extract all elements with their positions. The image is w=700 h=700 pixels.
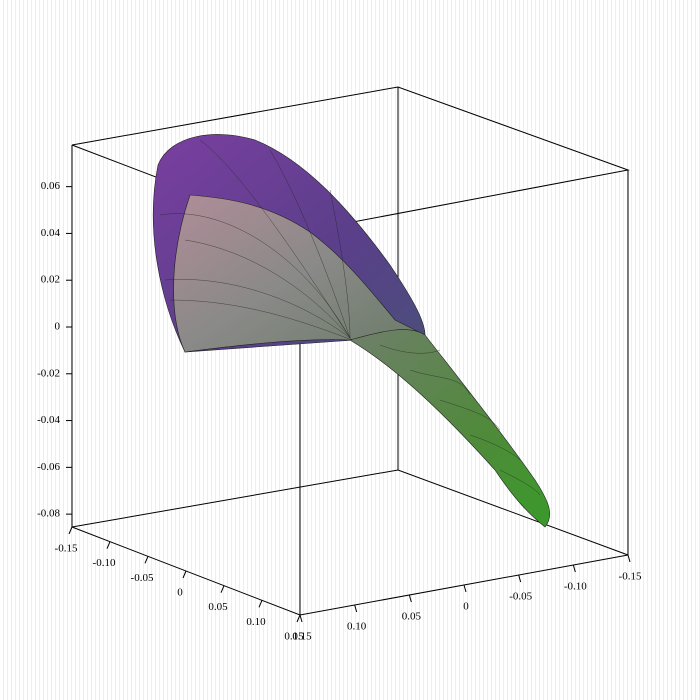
y-tick-label: -0.05 — [509, 591, 532, 603]
z-tick-label: -0.06 — [37, 461, 60, 473]
x-tick — [144, 556, 149, 564]
z-tick-label: -0.02 — [37, 367, 60, 379]
y-tick-label: 0 — [463, 601, 469, 613]
y-tick — [354, 604, 358, 613]
z-tick-label: 0 — [55, 321, 61, 333]
x-tick — [258, 600, 263, 608]
box-edge — [71, 526, 629, 616]
x-tick — [296, 614, 301, 623]
x-tick — [68, 526, 73, 535]
x-tick-label: -0.15 — [55, 543, 78, 555]
x-tick — [106, 541, 111, 549]
x-tick-label: 0.10 — [246, 616, 266, 628]
surface-tail — [349, 329, 550, 528]
y-tick-label: 0.05 — [402, 611, 422, 623]
mesh-line — [159, 139, 351, 339]
z-tick-label: 0.04 — [41, 227, 61, 239]
y-tick — [627, 554, 631, 563]
x-tick-label: -0.10 — [93, 557, 116, 569]
y-tick — [408, 594, 412, 603]
y-tick — [572, 564, 576, 573]
z-tick-label: -0.04 — [37, 414, 60, 426]
y-tick — [518, 574, 522, 583]
mesh-line — [169, 239, 541, 496]
x-tick — [220, 585, 225, 593]
y-tick-label: -0.15 — [619, 571, 642, 583]
x-tick-label: -0.05 — [131, 572, 154, 584]
z-tick-label: -0.08 — [37, 508, 60, 520]
y-tick-label: 0.10 — [347, 621, 367, 633]
y-tick — [463, 584, 467, 593]
z-tick-label: 0.06 — [41, 180, 61, 192]
y-tick-label: 0.15 — [292, 631, 312, 643]
x-tick-label: 0 — [177, 587, 183, 599]
box — [71, 86, 630, 616]
z-tick-label: 0.02 — [41, 274, 60, 286]
y-tick — [299, 614, 303, 623]
x-tick — [182, 570, 187, 579]
x-tick-label: 0.05 — [208, 601, 228, 613]
y-tick-label: -0.10 — [564, 581, 587, 593]
surface — [152, 134, 550, 528]
x-tick-label: 0.15 — [284, 631, 304, 643]
